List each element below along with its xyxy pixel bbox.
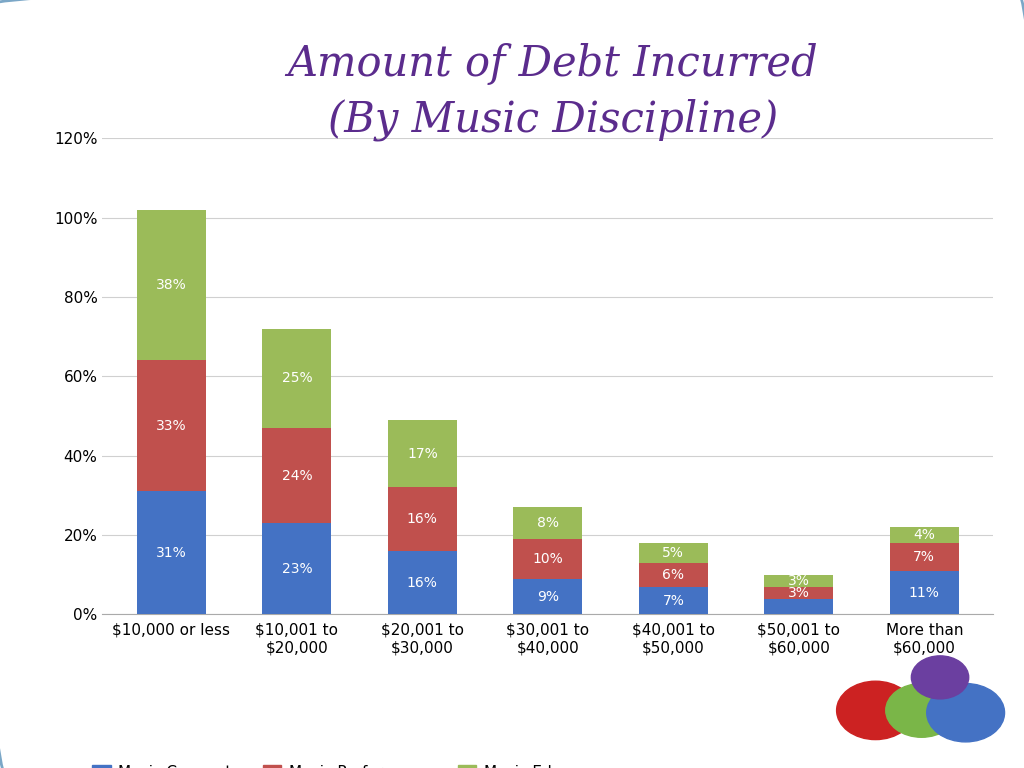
- Bar: [890, 527, 958, 543]
- Text: 5%: 5%: [663, 546, 684, 560]
- Text: 24%: 24%: [282, 468, 312, 482]
- Text: 33%: 33%: [156, 419, 186, 433]
- Bar: [262, 329, 332, 428]
- Bar: [764, 587, 834, 598]
- Bar: [890, 571, 958, 614]
- Text: 3%: 3%: [787, 574, 810, 588]
- Legend: Music Comp etc, Music Performance, Music Ed: Music Comp etc, Music Performance, Music…: [92, 765, 551, 768]
- Bar: [388, 551, 457, 614]
- Bar: [764, 574, 834, 587]
- Bar: [639, 563, 708, 587]
- Bar: [137, 492, 206, 614]
- Bar: [388, 488, 457, 551]
- Bar: [388, 420, 457, 488]
- Text: 7%: 7%: [663, 594, 684, 607]
- Text: 16%: 16%: [407, 576, 438, 590]
- Text: 3%: 3%: [787, 585, 810, 600]
- Text: 8%: 8%: [537, 516, 559, 530]
- Text: 4%: 4%: [913, 528, 935, 542]
- Bar: [137, 210, 206, 360]
- Bar: [639, 543, 708, 563]
- Bar: [137, 360, 206, 492]
- Text: 23%: 23%: [282, 561, 312, 576]
- Bar: [262, 523, 332, 614]
- Text: 25%: 25%: [282, 371, 312, 386]
- Bar: [513, 508, 583, 539]
- Text: 17%: 17%: [407, 447, 437, 461]
- Bar: [764, 598, 834, 614]
- Text: 11%: 11%: [909, 585, 940, 600]
- Text: 9%: 9%: [537, 590, 559, 604]
- Bar: [639, 587, 708, 614]
- Text: 7%: 7%: [913, 550, 935, 564]
- Bar: [890, 543, 958, 571]
- Bar: [513, 539, 583, 579]
- Text: 16%: 16%: [407, 512, 438, 526]
- Text: Amount of Debt Incurred
(By Music Discipline): Amount of Debt Incurred (By Music Discip…: [288, 43, 818, 141]
- Text: 38%: 38%: [156, 278, 186, 292]
- Text: 10%: 10%: [532, 552, 563, 566]
- Bar: [262, 428, 332, 523]
- Bar: [513, 579, 583, 614]
- Text: 6%: 6%: [663, 568, 684, 581]
- Text: 31%: 31%: [156, 546, 186, 560]
